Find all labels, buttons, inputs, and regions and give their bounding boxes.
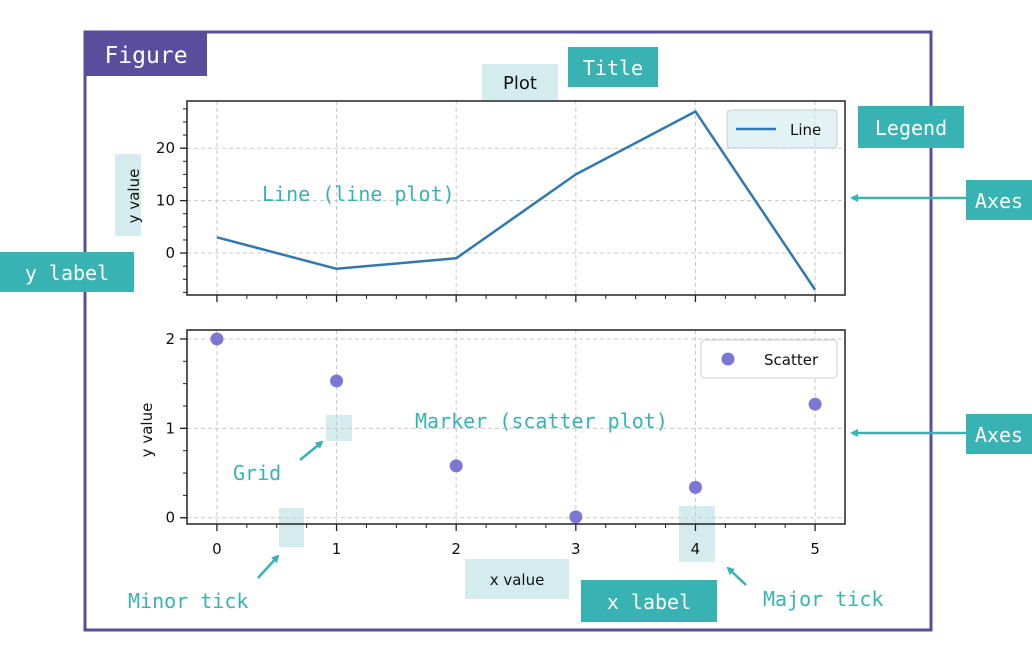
scatter-point [449, 459, 463, 473]
scatter-point [210, 332, 224, 346]
bottom-y-axis-label: y value [138, 403, 156, 458]
figure-label: Figure [104, 43, 187, 69]
figure-label-box [86, 33, 207, 76]
axes-top-callout: Axes [975, 189, 1023, 213]
scatter-point [569, 510, 583, 524]
scatter-point [808, 397, 822, 411]
xlabel-highlight [465, 559, 569, 599]
legend-callout: Legend [875, 116, 947, 140]
y-tick-label: 0 [165, 244, 175, 262]
x-label-callout: x label [607, 590, 691, 614]
axes-bottom-callout-box [966, 414, 1032, 454]
line-series-group [216, 110, 817, 291]
grid-annotation: Grid [233, 461, 281, 485]
x-tick-label: 3 [571, 540, 581, 558]
y-tick-label: 0 [165, 509, 175, 527]
legend-callout-box [858, 106, 964, 148]
bottom-legend-box [700, 339, 838, 379]
minor-tick-highlight [279, 508, 304, 547]
x-axis-label: x value [490, 571, 545, 589]
y-tick-label: 2 [165, 330, 175, 348]
line-plot-annotation: Line (line plot) [262, 182, 455, 206]
major-tick-arrow [726, 566, 747, 586]
x-tick-label: 1 [332, 540, 342, 558]
figure-border [83, 30, 933, 632]
y-tick-label: 20 [156, 139, 175, 157]
top-axes-frame [186, 100, 846, 296]
title-callout-box [568, 47, 658, 87]
y-tick-label: 10 [156, 192, 175, 210]
major-tick-annotation: Major tick [763, 587, 883, 611]
bottom-legend: Scatter [700, 339, 838, 379]
minor-tick-annotation: Minor tick [128, 589, 248, 613]
bottom-axes-ticks: 0 1 2 3 4 5 0 1 2 [165, 330, 819, 558]
bottom-legend-label: Scatter [764, 351, 819, 369]
line-series-path [216, 110, 817, 291]
axes-bottom-callout: Axes [975, 423, 1023, 447]
plot-title: Plot [503, 73, 537, 94]
minor-tick-arrow [257, 554, 280, 579]
x-label-callout-box [581, 580, 717, 622]
x-tick-label: 4 [691, 540, 701, 558]
bottom-legend-marker-swatch [721, 352, 735, 366]
y-label-callout: y label [25, 261, 109, 285]
bottom-axes-frame [186, 329, 846, 525]
top-legend: Line [726, 109, 838, 149]
scatter-point [688, 480, 702, 494]
bottom-axes-grid [187, 330, 845, 524]
top-legend-label: Line [790, 121, 821, 139]
top-ylabel-highlight [115, 154, 141, 236]
x-tick-label: 2 [451, 540, 461, 558]
marker-plot-annotation: Marker (scatter plot) [415, 409, 668, 433]
top-legend-box [726, 109, 838, 149]
y-tick-label: 1 [165, 419, 175, 437]
plot-title-highlight [482, 64, 558, 100]
top-y-axis-label: y value [125, 169, 143, 224]
x-tick-label: 0 [212, 540, 222, 558]
scatter-point [330, 374, 344, 388]
axes-top-callout-box [966, 180, 1032, 220]
top-axes-ticks: 0 10 20 [156, 108, 816, 302]
x-tick-label: 5 [810, 540, 820, 558]
y-label-callout-box [0, 252, 134, 292]
title-callout: Title [583, 56, 643, 80]
scatter-series-group [210, 332, 822, 524]
grid-arrow [299, 440, 324, 461]
major-tick-highlight [679, 506, 715, 562]
